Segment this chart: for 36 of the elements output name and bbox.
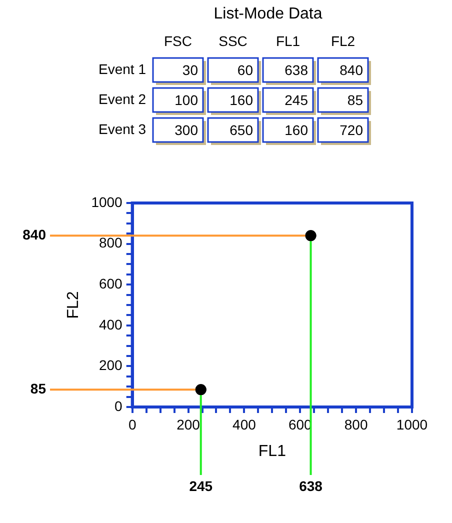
ref-line-label: 85 xyxy=(30,380,46,397)
y-tick-label: 600 xyxy=(98,275,123,292)
data-label: 30 xyxy=(182,62,198,78)
data-label: 245 xyxy=(284,92,308,108)
data-label: 840 xyxy=(340,62,364,78)
y-tick-label: 1000 xyxy=(91,194,123,210)
data-label: 60 xyxy=(237,62,254,78)
y-tick-label: Event 2 xyxy=(98,90,146,107)
x-tick-label: FSC xyxy=(164,32,192,49)
data-label: 300 xyxy=(174,122,198,138)
y-tick-label: Event 3 xyxy=(98,120,146,137)
data-label: 160 xyxy=(230,92,254,108)
y-tick-label: 200 xyxy=(98,357,123,374)
chart-title: List-Mode Data xyxy=(214,5,322,22)
y-tick-label: Event 1 xyxy=(98,60,146,77)
data-label: 638 xyxy=(284,62,308,78)
ref-line-label: 840 xyxy=(22,226,46,242)
x-axis-title: FL1 xyxy=(258,442,286,460)
x-tick-label: 800 xyxy=(344,416,368,432)
x-tick-label: 1000 xyxy=(396,416,428,432)
x-tick-label: FL2 xyxy=(330,32,356,49)
y-tick-label: 400 xyxy=(98,316,123,332)
data-label: 100 xyxy=(174,92,198,108)
data-label: 160 xyxy=(284,122,308,138)
data-label: 650 xyxy=(230,122,254,138)
x-tick-label: FL1 xyxy=(276,32,300,49)
x-tick-label: 200 xyxy=(176,416,200,432)
data-label: 85 xyxy=(347,92,364,108)
x-tick-label: 400 xyxy=(232,416,256,432)
ref-line-label: 638 xyxy=(299,478,323,494)
x-tick-label: SSC xyxy=(218,32,248,49)
y-axis-title: FL2 xyxy=(65,291,82,319)
y-tick-label: 0 xyxy=(114,398,123,414)
y-tick-label: 800 xyxy=(98,234,123,251)
data-label: 720 xyxy=(340,122,364,138)
ref-line-label: 245 xyxy=(189,478,213,494)
